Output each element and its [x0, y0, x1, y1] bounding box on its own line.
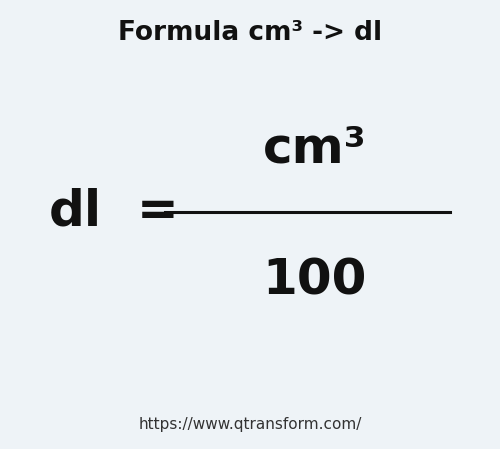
Text: dl: dl: [48, 187, 102, 235]
Text: 100: 100: [263, 257, 367, 304]
Text: cm³: cm³: [263, 124, 367, 172]
Text: =: =: [136, 187, 178, 235]
Text: Formula cm³ -> dl: Formula cm³ -> dl: [118, 20, 382, 46]
Text: https://www.qtransform.com/: https://www.qtransform.com/: [138, 417, 362, 432]
